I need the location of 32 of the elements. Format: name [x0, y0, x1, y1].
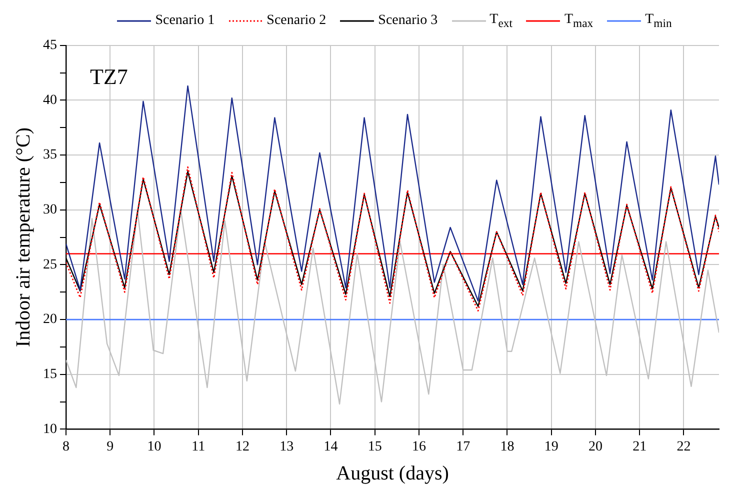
y-tick-label: 25: [43, 257, 57, 272]
x-tick-label: 19: [544, 439, 558, 454]
legend-label: T$_{max}$: [564, 12, 594, 30]
y-axis-title: Indoor air temperature (°C): [12, 128, 34, 348]
x-tick-label: 13: [280, 439, 294, 454]
y-tick-label: 35: [43, 148, 57, 163]
x-tick-label: 17: [456, 439, 470, 454]
legend-label: Scenario 2: [266, 13, 326, 29]
x-axis-title: August (days): [336, 462, 449, 484]
x-tick-label: 12: [235, 439, 250, 454]
x-tick-label: 10: [147, 439, 162, 454]
y-tick-label: 10: [43, 422, 57, 437]
x-tick-label: 20: [588, 439, 602, 454]
y-tick-label: 40: [43, 92, 57, 108]
x-tick-label: 15: [368, 439, 382, 454]
y-tick-label: 30: [43, 202, 57, 218]
x-tick-label: 21: [632, 439, 647, 454]
y-tick-label: 20: [43, 312, 57, 328]
x-tick-label: 18: [500, 439, 514, 454]
y-tick-label: 15: [43, 367, 57, 382]
legend-label: Scenario 1: [155, 13, 215, 29]
x-tick-label: 11: [192, 439, 206, 454]
y-tick-label: 45: [43, 38, 57, 54]
x-tick-label: 9: [106, 439, 114, 454]
x-tick-label: 22: [676, 439, 691, 454]
legend-label: Scenario 3: [378, 13, 438, 29]
x-tick-label: 14: [324, 439, 338, 454]
x-tick-label: 16: [412, 439, 426, 454]
x-tick-label: 8: [62, 439, 70, 454]
annotation: TZ7: [90, 64, 128, 90]
legend-label: T$_{min}$: [645, 12, 672, 30]
legend-label: T$_{ext}$: [490, 12, 512, 30]
